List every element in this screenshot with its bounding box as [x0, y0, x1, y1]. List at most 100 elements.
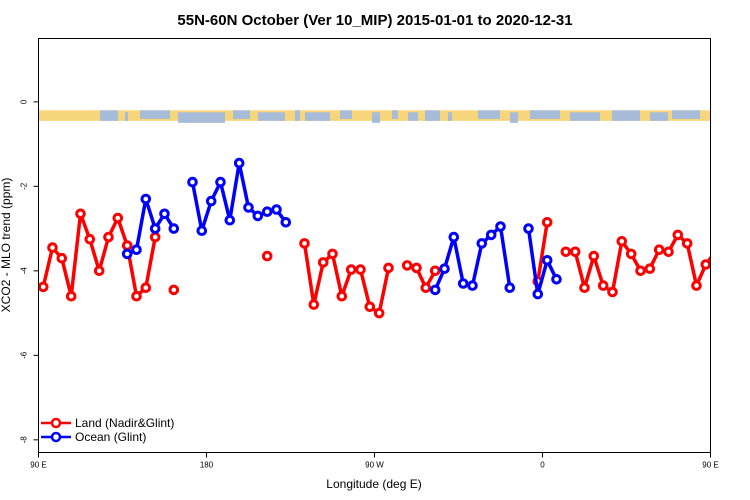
data-point	[607, 286, 618, 298]
strip-ocean-patch	[178, 112, 225, 123]
x-axis-label: Longitude (deg E)	[326, 477, 421, 491]
data-point	[383, 262, 394, 274]
y-tick-label: -8	[20, 436, 29, 444]
data-point	[439, 263, 450, 275]
strip-ocean-patch	[672, 110, 700, 119]
data-point	[252, 210, 264, 222]
data-point	[401, 260, 413, 271]
data-point	[187, 176, 198, 188]
y-axis-label: XCO2 - MLO trend (ppm)	[0, 178, 13, 313]
data-point	[691, 280, 702, 291]
data-point	[299, 238, 310, 249]
data-point	[131, 290, 142, 302]
data-point	[75, 208, 86, 220]
data-point	[47, 242, 58, 253]
data-point	[308, 299, 320, 310]
series-0	[38, 208, 738, 319]
data-point	[541, 217, 553, 228]
data-point	[317, 257, 329, 268]
data-point	[233, 157, 245, 169]
strip-ocean-patch	[408, 112, 418, 121]
data-point	[579, 282, 590, 294]
data-point	[243, 202, 254, 213]
data-point	[476, 238, 488, 249]
data-point	[336, 290, 348, 302]
data-point	[364, 301, 376, 313]
strip-ocean-patch	[448, 112, 452, 121]
strip-ocean-patch	[100, 110, 118, 121]
strip-ocean-patch	[372, 112, 380, 123]
data-point	[420, 282, 432, 294]
x-tick-label: 180	[200, 461, 214, 470]
strip-ocean-patch	[570, 112, 600, 121]
legend-land-label: Land (Nadir&Glint)	[75, 416, 174, 430]
data-point	[700, 259, 711, 270]
strip-ocean-patch	[392, 110, 398, 119]
strip-ocean-patch	[125, 112, 128, 121]
data-point	[327, 248, 338, 260]
strip-ocean-patch	[340, 110, 352, 119]
x-tick-label: 90 W	[365, 461, 384, 470]
series-line	[526, 228, 559, 296]
data-point	[457, 278, 469, 289]
data-point	[504, 282, 516, 294]
y-tick-label: 0	[20, 99, 29, 104]
strip-ocean-patch	[295, 110, 300, 121]
x-tick-label: 90 E	[702, 461, 718, 470]
data-point	[168, 223, 180, 234]
data-point	[149, 223, 161, 234]
strip-ocean-patch	[650, 112, 668, 121]
data-point	[635, 265, 646, 277]
strip-ocean-patch	[612, 110, 640, 121]
data-point	[205, 195, 217, 207]
data-point	[168, 284, 180, 296]
data-point	[261, 250, 273, 262]
data-point	[467, 280, 478, 291]
x-axis: 90 E 180 90 W 0 90 E	[30, 452, 719, 470]
strip-ocean-patch	[140, 110, 170, 119]
x-tick-label: 0	[540, 461, 545, 470]
data-point	[121, 240, 133, 251]
data-point	[345, 264, 357, 275]
y-axis: 0 -2 -4 -6 -8	[20, 99, 39, 443]
series-line	[302, 243, 391, 315]
strip-ocean-patch	[305, 112, 330, 121]
legend-land-marker	[50, 417, 62, 429]
y-tick-label: -2	[20, 182, 29, 190]
chart-title: 55N-60N October (Ver 10_MIP) 2015-01-01 …	[177, 12, 572, 29]
data-point	[663, 246, 674, 258]
data-point	[429, 265, 441, 277]
data-point	[271, 204, 282, 215]
series-line	[536, 222, 549, 282]
strip-ocean-patch	[258, 112, 285, 121]
data-point	[140, 193, 152, 205]
legend-entry-ocean: Ocean (Glint)	[41, 430, 146, 444]
data-point	[625, 248, 637, 260]
data-point	[597, 280, 609, 291]
data-point	[681, 238, 693, 249]
data-point	[411, 262, 422, 274]
y-tick-label: -4	[20, 267, 29, 275]
data-point	[672, 229, 684, 241]
data-point	[261, 206, 273, 217]
data-point	[560, 246, 572, 258]
data-point	[159, 208, 170, 220]
data-point	[551, 274, 562, 285]
series-layer	[38, 157, 738, 319]
data-point	[38, 281, 49, 293]
data-point	[730, 244, 738, 252]
x-tick-label: 90 E	[30, 461, 46, 470]
data-point	[523, 223, 534, 234]
data-point	[373, 307, 385, 319]
data-point	[495, 221, 506, 232]
data-point	[140, 282, 152, 294]
series-1	[121, 157, 562, 300]
data-point	[569, 246, 581, 258]
strip-ocean-patch	[425, 110, 440, 121]
data-point	[532, 288, 544, 300]
data-point	[485, 229, 497, 241]
data-point	[616, 236, 628, 247]
data-point	[644, 263, 656, 275]
strip-ocean-patch	[478, 110, 500, 119]
